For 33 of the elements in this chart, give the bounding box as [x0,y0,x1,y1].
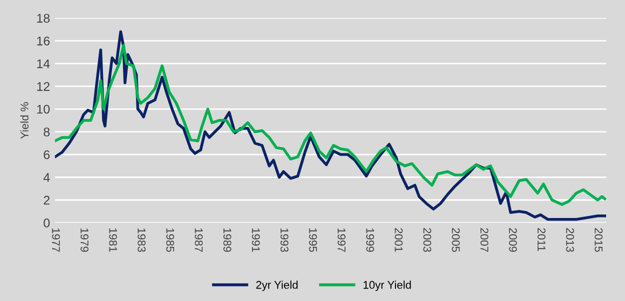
x-tick-label: 2009 [509,228,517,252]
x-tick-label: 2001 [394,228,403,252]
x-tick-label: 2005 [452,228,460,252]
x-tick-label: 1997 [338,228,346,252]
x-tick-label: 1977 [52,228,60,252]
x-tick-label: 1995 [309,228,317,252]
y-tick-label: 6 [44,150,50,160]
x-tick-label: 2015 [594,228,603,252]
legend-label: 10yr Yield [364,280,411,291]
x-tick-label: 2003 [423,228,432,252]
x-tick-label: 1989 [223,228,232,252]
x-tick-label: 2013 [566,228,574,252]
x-tick-label: 2011 [538,228,546,251]
y-tick-label: 0 [44,218,50,228]
y-tick-label: 4 [43,173,50,182]
y-tick-label: 2 [44,196,50,205]
x-tick-label: 1985 [166,228,174,252]
legend-label: 2yr Yield [256,280,298,291]
x-tick-label: 2007 [480,228,488,252]
y-tick-label: 10 [37,104,50,114]
y-tick-label: 8 [44,128,50,136]
x-tick-label: 1991 [252,228,260,252]
y-tick-label: 12 [37,82,50,91]
y-tick-label: 16 [37,36,50,46]
x-tick-label: 1983 [138,228,146,252]
x-tick-label: 1993 [280,228,288,252]
x-tick-label: 1999 [366,228,374,252]
x-tick-label: 1981 [109,228,118,252]
y-tick-label: 18 [37,14,50,23]
y-axis-title: Yield % [20,102,28,139]
y-tick-label: 14 [37,59,50,68]
x-tick-label: 1987 [194,228,203,252]
x-tick-label: 1979 [80,228,88,252]
